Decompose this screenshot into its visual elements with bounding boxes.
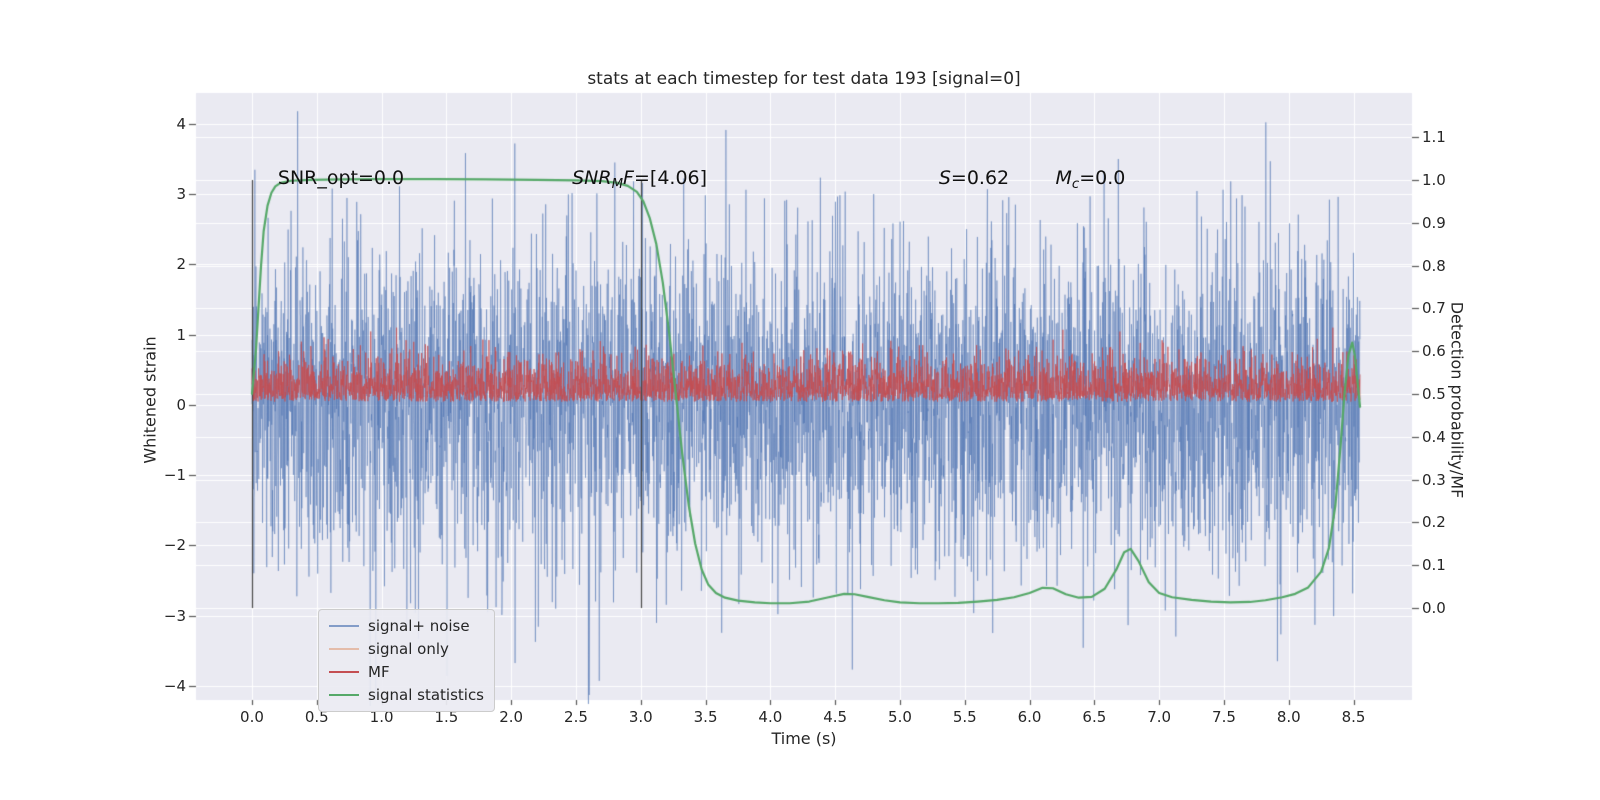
legend-line-swatch [329,648,359,650]
annotation-m-chirp: Mc=0.0 [1055,167,1126,192]
x-tick-label: 7.5 [1212,708,1236,726]
y-left-tick-label: −2 [163,536,186,555]
y-axis-label-right: Detection probability/MF [1447,301,1467,499]
annotation-snr-opt: SNR_opt=0.0 [278,167,404,189]
y-right-tick-label: 1.0 [1422,170,1446,189]
y-right-tick-label: 0.1 [1422,556,1446,575]
annotation-s-stat: S=0.62 [939,167,1009,189]
x-tick-label: 8.0 [1276,708,1301,726]
y-axis-label-left: Whitened strain [140,336,160,464]
legend-item-3: signal statistics [329,685,484,705]
y-right-tick-label: 0.5 [1422,384,1446,403]
y-left-tick-label: 2 [176,255,186,274]
legend-label: MF [368,663,390,681]
annotation-snr-mf: SNRMF=[4.06] [572,167,708,192]
annotation-text: SNR_opt=0.0 [277,167,405,190]
y-right-tick-label: 0.4 [1422,427,1446,446]
annotation-text: =0.0 [1079,167,1126,190]
x-tick-label: 1.5 [434,708,459,726]
annotation-text: F [623,167,634,190]
x-tick-label: 2.0 [499,708,524,726]
x-tick-label: 6.0 [1017,708,1042,726]
x-tick-label: 0.5 [304,708,329,726]
x-axis-label: Time (s) [771,729,837,748]
y-left-tick-label: 3 [176,185,186,204]
annotation-text: =[4.06] [633,167,708,190]
y-right-tick-label: 0.0 [1422,598,1446,617]
y-right-tick-label: 0.3 [1422,470,1446,489]
legend-label: signal+ noise [368,617,470,635]
annotation-text: M [611,176,624,192]
annotation-text: M [1055,167,1072,190]
annotation-text: SNR [572,167,612,190]
legend: signal+ noise signal only MF signal statist… [318,609,496,712]
x-tick-label: 5.0 [888,708,912,726]
y-left-tick-label: −1 [163,466,186,485]
x-tick-label: 8.5 [1341,708,1366,726]
chart-title: stats at each timestep for test data 193… [587,69,1021,89]
x-tick-label: 0.0 [240,708,264,726]
legend-label: signal only [368,640,449,658]
y-left-tick-label: 1 [176,325,186,344]
x-tick-label: 6.5 [1082,708,1107,726]
y-right-tick-label: 0.6 [1422,342,1446,361]
y-left-tick-label: −4 [163,676,186,695]
legend-line-swatch [329,694,359,696]
x-tick-label: 4.5 [823,708,848,726]
legend-line-swatch [329,625,359,627]
annotation-text: =0.62 [950,167,1010,190]
y-right-tick-label: 1.1 [1422,128,1446,147]
annotation-text: S [938,167,951,190]
y-right-tick-label: 0.2 [1422,513,1446,532]
y-left-tick-label: 0 [176,395,186,414]
legend-item-1: signal only [329,639,484,659]
y-right-tick-label: 0.9 [1422,213,1446,232]
legend-item-2: MF [329,662,484,682]
x-tick-label: 3.0 [628,708,653,726]
y-right-tick-label: 0.8 [1422,256,1446,275]
x-tick-label: 1.0 [369,708,394,726]
x-tick-label: 4.0 [758,708,783,726]
legend-line-swatch [329,671,359,673]
x-tick-label: 3.5 [693,708,718,726]
legend-label: signal statistics [368,686,485,704]
y-left-tick-label: −3 [163,606,186,625]
y-right-tick-label: 0.7 [1422,299,1446,318]
x-tick-label: 2.5 [564,708,588,726]
x-tick-label: 5.5 [952,708,977,726]
annotation-text: c [1071,176,1080,192]
x-tick-label: 7.0 [1147,708,1172,726]
legend-item-0: signal+ noise [329,616,484,636]
y-left-tick-label: 4 [176,114,186,133]
